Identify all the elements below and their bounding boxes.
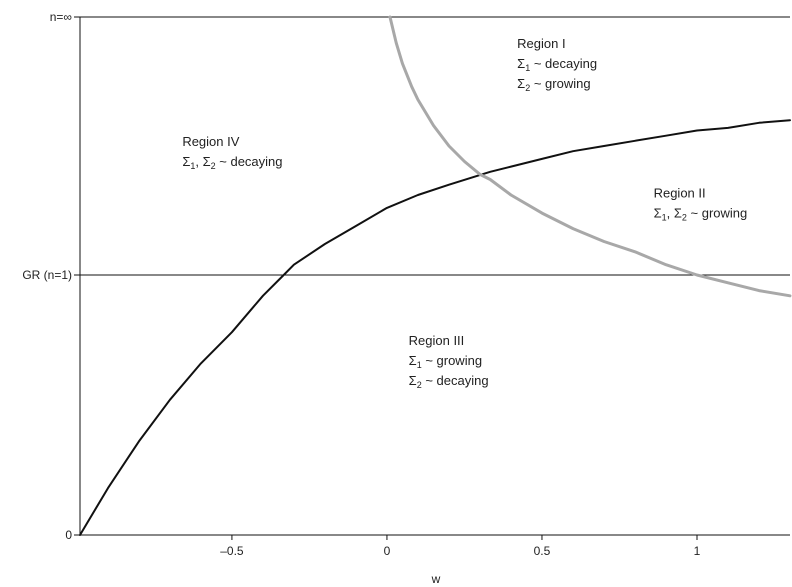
region-annotation-1: Region I Σ1 ~ decaying Σ2 ~ growing — [517, 36, 597, 93]
x-tick-label-0: –0.5 — [220, 544, 244, 558]
y-tick-label-2: n=∞ — [50, 10, 72, 24]
ticks-layer: –0.5 0 0.5 1 0 GR (n=1) n=∞ — [22, 10, 700, 558]
series-line-1 — [79, 119, 791, 536]
region-annotation-line: Region IV — [182, 134, 239, 149]
region-annotation-line: Σ2 ~ decaying — [409, 373, 489, 390]
series-line-2 — [388, 15, 792, 298]
x-tick-label-2: 0.5 — [534, 544, 551, 558]
x-tick-label-1: 0 — [384, 544, 391, 558]
y-tick-label-1: GR (n=1) — [22, 268, 72, 282]
series-layer — [79, 15, 792, 536]
region-annotation-3: Region II Σ1, Σ2 ~ growing — [654, 186, 748, 223]
region-annotation-2: Region IV Σ1, Σ2 ~ decaying — [182, 134, 282, 171]
y-tick-label-0: 0 — [65, 528, 72, 542]
plot-frame — [79, 16, 790, 536]
x-axis-label: w — [431, 572, 441, 586]
region-annotation-line: Region II — [654, 186, 706, 201]
region-annotation-4: Region III Σ1 ~ growing Σ2 ~ decaying — [409, 333, 489, 390]
region-annotation-line: Σ1, Σ2 ~ growing — [654, 206, 748, 223]
region-annotation-line: Σ1 ~ decaying — [517, 56, 597, 73]
region-annotation-line: Σ1, Σ2 ~ decaying — [182, 154, 282, 171]
region-annotation-line: Σ1 ~ growing — [409, 353, 482, 370]
region-annotation-line: Region I — [517, 36, 565, 51]
region-annotation-line: Σ2 ~ growing — [517, 76, 590, 93]
x-tick-label-3: 1 — [694, 544, 701, 558]
region-annotation-line: Region III — [409, 333, 465, 348]
